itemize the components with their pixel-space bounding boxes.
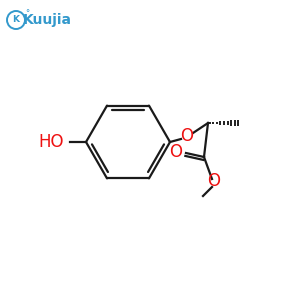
Text: °: °: [25, 10, 29, 19]
Text: HO: HO: [38, 133, 64, 151]
Text: Kuujia: Kuujia: [22, 13, 71, 27]
Text: O: O: [208, 172, 220, 190]
Text: O: O: [169, 143, 182, 161]
Text: K: K: [13, 16, 20, 25]
Text: O: O: [181, 127, 194, 145]
